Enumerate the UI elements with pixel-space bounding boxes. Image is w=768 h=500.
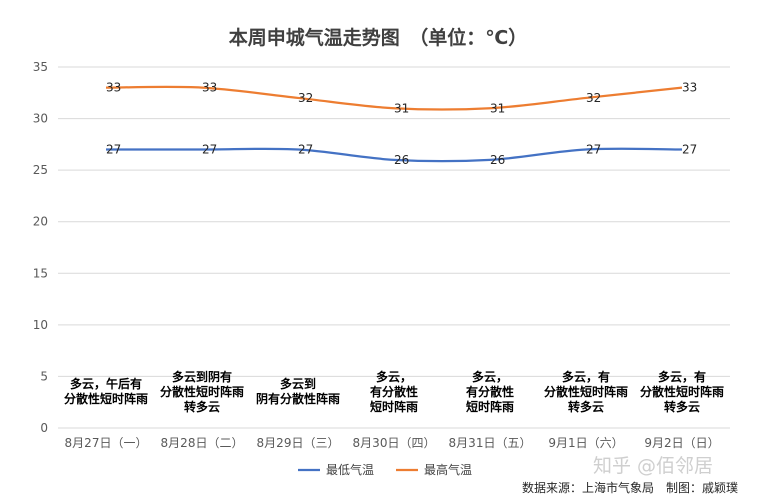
data-label: 26 <box>490 153 505 167</box>
x-tick-label: 8月31日（五） <box>449 436 532 450</box>
data-label: 27 <box>298 143 313 157</box>
weather-note-line: 多云， <box>472 369 508 384</box>
x-tick-label: 8月30日（四） <box>353 436 436 450</box>
legend-label: 最高气温 <box>424 462 472 477</box>
data-label: 27 <box>586 143 601 157</box>
legend: 最低气温 最高气温 <box>298 462 472 477</box>
y-tick-label: 25 <box>33 163 48 177</box>
weather-note-line: 多云到阴有 <box>172 369 232 384</box>
weather-note-line: 分散性短时阵雨 <box>64 391 148 406</box>
weather-note-line: 转多云 <box>664 399 700 414</box>
weather-note-line: 转多云 <box>184 399 220 414</box>
legend-label: 最低气温 <box>326 462 374 477</box>
weather-note-line: 有分散性 <box>466 384 514 399</box>
data-label: 32 <box>298 91 313 105</box>
weather-note-line: 多云，有 <box>562 369 610 384</box>
weather-note-line: 短时阵雨 <box>370 399 418 414</box>
watermark: 知乎 @佰邻居 <box>593 455 713 477</box>
x-tick-label: 8月29日（三） <box>257 436 340 450</box>
data-label: 31 <box>394 101 409 115</box>
weather-note-line: 阴有分散性阵雨 <box>256 391 340 406</box>
y-tick-label: 15 <box>33 266 48 280</box>
y-tick-label: 30 <box>33 112 48 126</box>
series-lines <box>105 85 683 163</box>
x-tick-label: 8月28日（二） <box>161 436 244 450</box>
x-tick-label: 9月1日（六） <box>548 436 623 450</box>
x-tick-label: 9月2日（日） <box>644 436 719 450</box>
data-label: 33 <box>106 81 121 95</box>
weather-note-line: 多云，有 <box>658 369 706 384</box>
series-line-0 <box>106 147 683 163</box>
y-axis-ticks: 0 5 10 15 20 25 30 35 <box>33 60 48 435</box>
data-label: 27 <box>682 143 697 157</box>
weather-notes: 多云，午后有分散性短时阵雨多云到阴有分散性短时阵雨转多云多云到阴有分散性阵雨多云… <box>64 369 724 414</box>
y-tick-label: 20 <box>33 215 48 229</box>
y-tick-label: 5 <box>40 369 48 383</box>
y-tick-label: 35 <box>33 60 48 74</box>
y-tick-label: 10 <box>33 318 48 332</box>
weather-note-line: 分散性短时阵雨 <box>544 384 628 399</box>
weather-note-line: 分散性短时阵雨 <box>160 384 244 399</box>
source-text: 数据来源：上海市气象局 制图：戚颖璞 <box>522 480 738 495</box>
data-label: 27 <box>106 143 121 157</box>
weather-note-line: 多云， <box>376 369 412 384</box>
data-label: 27 <box>202 143 217 157</box>
weather-note-line: 多云，午后有 <box>70 376 142 391</box>
data-label: 31 <box>490 101 505 115</box>
data-label: 33 <box>202 81 217 95</box>
data-label: 32 <box>586 91 601 105</box>
weather-note-line: 有分散性 <box>370 384 418 399</box>
data-label: 33 <box>682 81 697 95</box>
series-line-1 <box>105 85 683 111</box>
y-tick-label: 0 <box>40 421 48 435</box>
x-tick-label: 8月27日（一） <box>65 436 148 450</box>
x-axis-ticks: 8月27日（一） 8月28日（二） 8月29日（三） 8月30日（四） 8月31日（五）… <box>65 436 720 450</box>
weather-note-line: 分散性短时阵雨 <box>640 384 724 399</box>
data-label: 26 <box>394 153 409 167</box>
data-labels: 27 27 27 26 26 27 27 33 33 32 31 31 32 33 <box>106 81 697 167</box>
weather-note-line: 短时阵雨 <box>466 399 514 414</box>
weather-note-line: 转多云 <box>568 399 604 414</box>
chart-title: 本周申城气温走势图 （单位：℃） <box>229 26 528 49</box>
grid-lines <box>58 66 730 429</box>
weather-note-line: 多云到 <box>280 376 316 391</box>
